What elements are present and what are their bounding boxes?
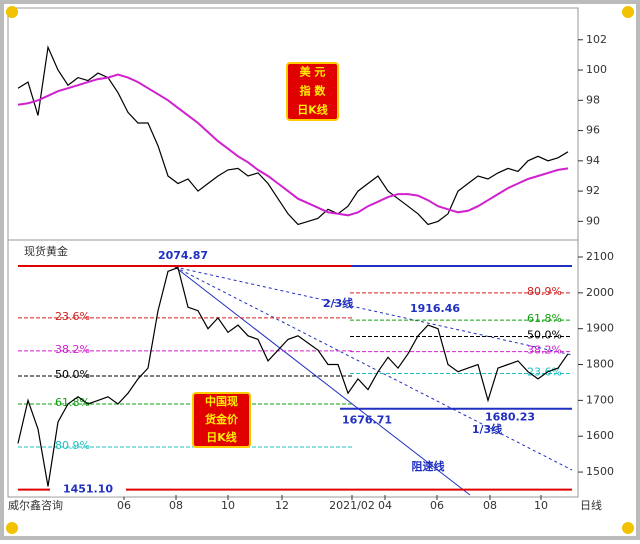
x-tick-label: 08 <box>169 499 183 512</box>
x-tick-label: 06 <box>117 499 131 512</box>
fib-label: 50.0% <box>55 368 90 381</box>
fib-label: 38.2% <box>527 344 562 357</box>
line-label: 2/3线 <box>323 296 353 310</box>
fib-label: 38.2% <box>55 343 90 356</box>
annotation: 指 数 <box>300 84 327 98</box>
annotation: 日K线 <box>297 103 328 117</box>
y-tick-label: 1700 <box>586 393 614 406</box>
period: 日线 <box>580 498 602 512</box>
y-tick-label: 102 <box>586 33 607 46</box>
x-tick-label: 08 <box>483 499 497 512</box>
fib-label: 80.9% <box>55 439 90 452</box>
fib-label: 50.0% <box>527 329 562 342</box>
y-tick-label: 96 <box>586 124 600 137</box>
trend-line <box>174 266 471 496</box>
y-tick-label: 1500 <box>586 465 614 478</box>
x-tick-label: 12 <box>275 499 289 512</box>
y-tick-label: 1900 <box>586 322 614 335</box>
y-tick-label: 98 <box>586 93 600 106</box>
corner <box>622 6 634 18</box>
panel-label: 现货黄金 <box>24 244 68 258</box>
y-tick-label: 92 <box>586 184 600 197</box>
corner <box>6 6 18 18</box>
corner <box>622 522 634 534</box>
trend-line <box>174 266 573 471</box>
corner <box>6 522 18 534</box>
annotation: 货金价 <box>204 412 239 426</box>
y-tick-label: 90 <box>586 214 600 227</box>
y-tick-label: 2100 <box>586 250 614 263</box>
annotation: 日K线 <box>206 430 237 444</box>
fib-label: 61.8% <box>527 312 562 325</box>
x-tick-label: 10 <box>221 499 235 512</box>
price-line <box>17 45 569 226</box>
x-tick-label: 04 <box>378 499 392 512</box>
x-tick-label: 2021/02 <box>329 499 375 512</box>
source: 威尔鑫咨询 <box>8 498 63 512</box>
point-label: 1676.71 <box>342 414 392 427</box>
annotation: 中国现 <box>205 394 238 408</box>
line-label: 1/3线 <box>472 422 502 436</box>
point-label: 1451.10 <box>63 483 113 496</box>
annotation-box <box>192 392 251 448</box>
y-tick-label: 100 <box>586 63 607 76</box>
y-tick-label: 2000 <box>586 286 614 299</box>
x-tick-label: 10 <box>534 499 548 512</box>
point-label: 1680.23 <box>485 410 535 423</box>
annotation: 美 元 <box>300 65 326 79</box>
price-line <box>17 266 569 487</box>
y-tick-label: 94 <box>586 154 600 167</box>
trend-line <box>174 266 573 356</box>
y-tick-label: 1600 <box>586 429 614 442</box>
fib-label: 80.9% <box>527 285 562 298</box>
fib-label: 61.8% <box>55 396 90 409</box>
label-bg <box>50 482 126 497</box>
price-line <box>17 73 569 217</box>
fib-label: 23.6% <box>55 310 90 323</box>
fib-label: 23.6% <box>527 365 562 378</box>
x-tick-label: 06 <box>430 499 444 512</box>
line-label: 阻速线 <box>412 459 445 473</box>
point-label: 1916.46 <box>410 302 460 315</box>
y-tick-label: 1800 <box>586 358 614 371</box>
point-label: 2074.87 <box>158 249 208 262</box>
annotation-box <box>286 62 339 121</box>
